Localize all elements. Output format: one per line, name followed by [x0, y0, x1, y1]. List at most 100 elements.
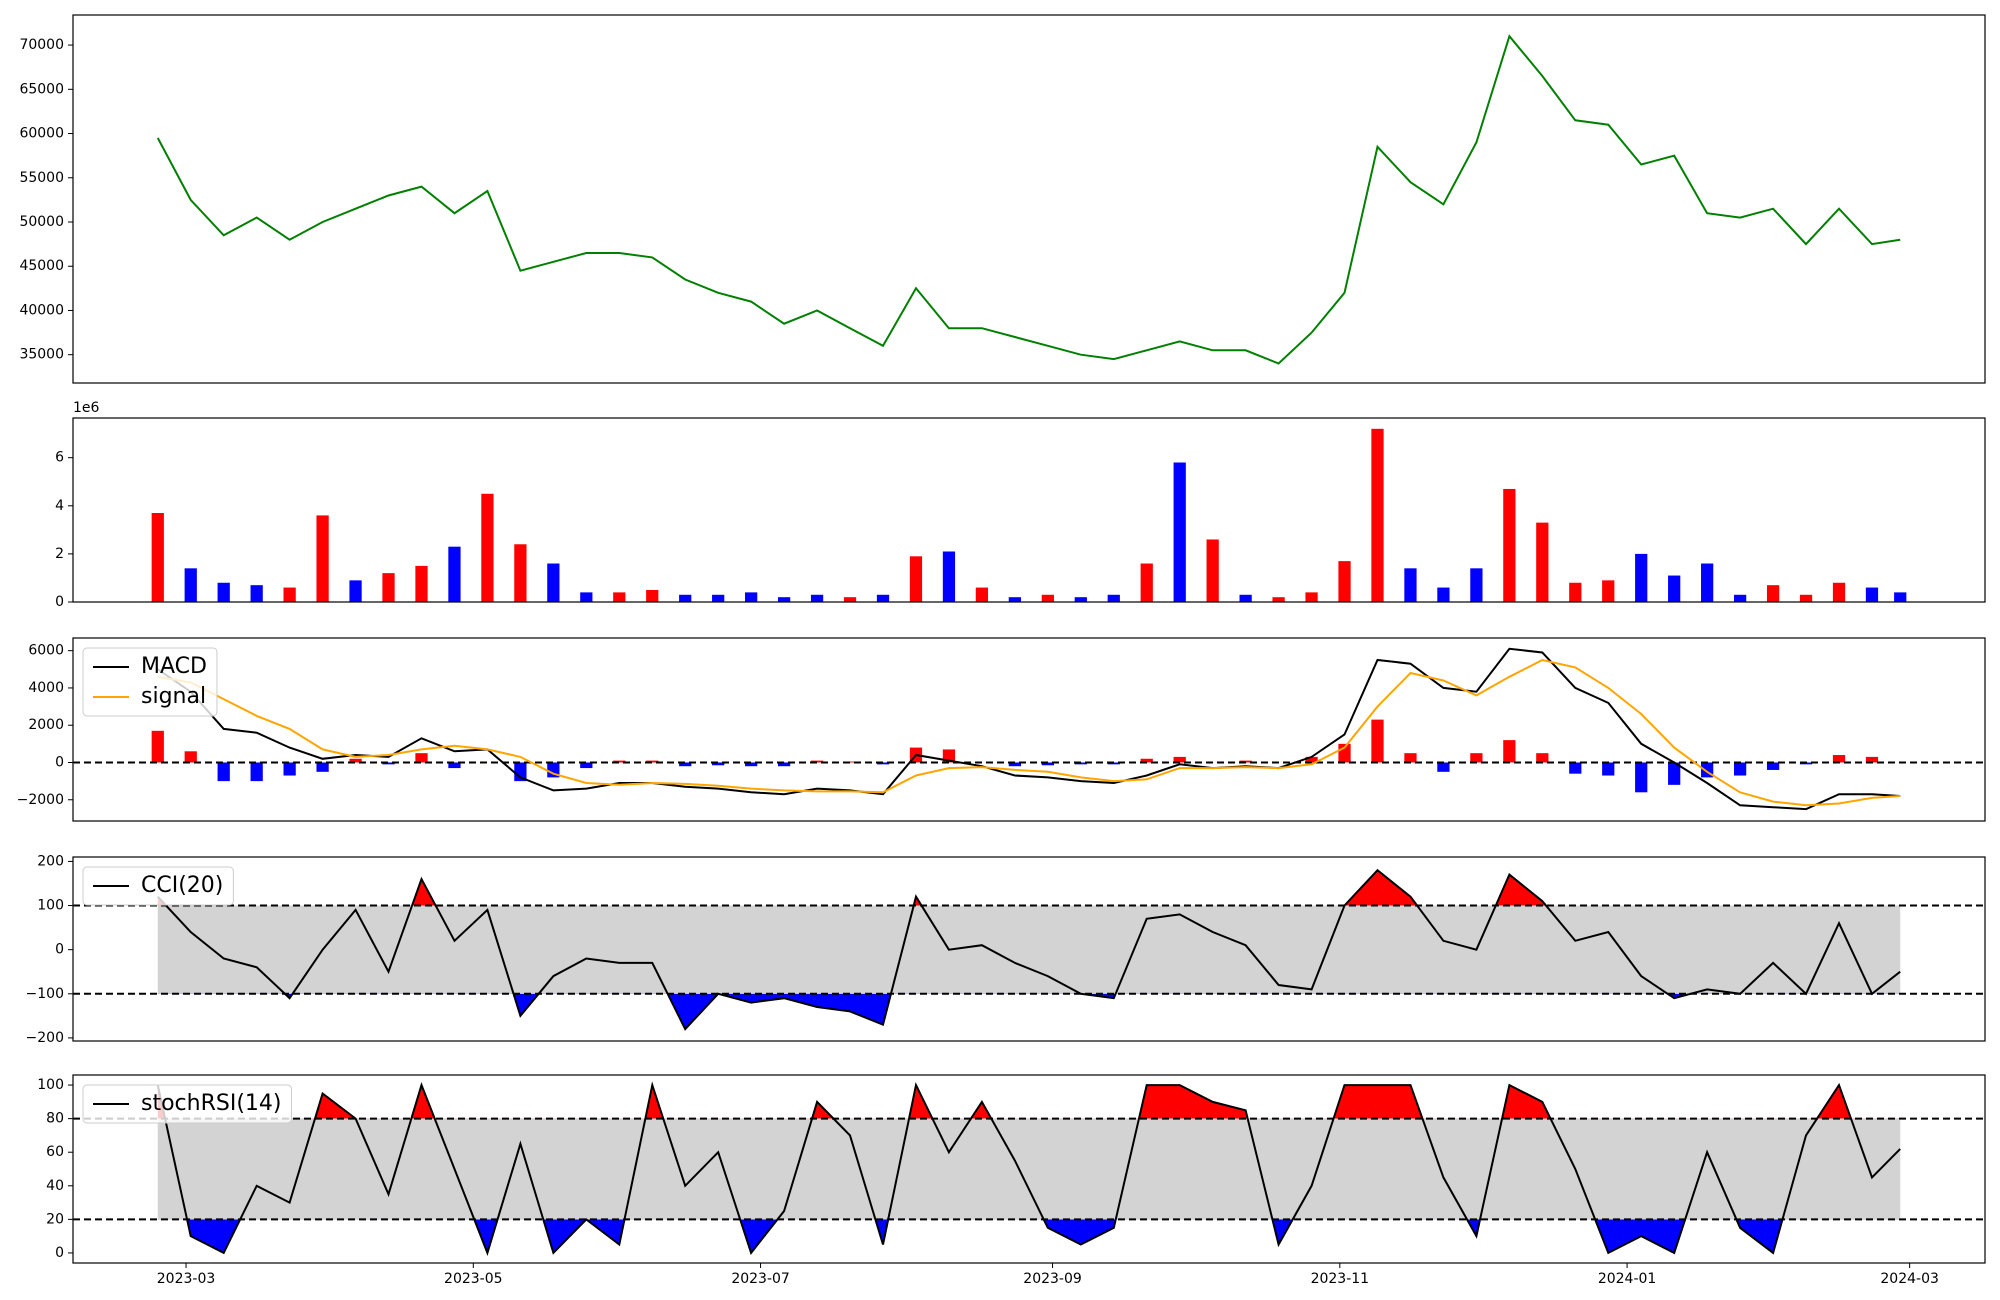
legend: MACD signal: [82, 647, 218, 717]
bar: [1701, 563, 1714, 602]
bar: [613, 592, 626, 602]
bar: [942, 551, 956, 602]
bar: [1437, 762, 1450, 772]
bar: [1503, 740, 1516, 763]
legend-label: CCI(20): [141, 873, 223, 898]
bar: [1140, 563, 1153, 602]
bar: [151, 730, 164, 763]
bar: [777, 597, 791, 602]
bar: [349, 758, 362, 763]
y-tick-label: 45000: [19, 258, 64, 274]
bar: [1470, 568, 1483, 602]
bar: [876, 762, 890, 765]
bar: [1602, 762, 1615, 776]
y-tick-label: 0: [55, 754, 64, 770]
bar: [1832, 755, 1846, 763]
bar: [1536, 753, 1549, 763]
bar: [712, 594, 725, 602]
bar: [1569, 582, 1582, 602]
y-offset-label: 1e6: [73, 400, 100, 416]
legend-label: MACD: [141, 654, 207, 679]
x-tick-label: 2023-09: [1023, 1271, 1082, 1287]
y-tick-label: 0: [55, 594, 64, 610]
bar: [184, 568, 197, 602]
bar: [514, 544, 527, 602]
y-tick-label: 100: [37, 1077, 64, 1093]
line: [157, 647, 1901, 811]
bar: [843, 761, 857, 763]
bar: [1536, 522, 1549, 602]
line: [156, 1081, 1901, 1256]
y-tick-label: −100: [26, 986, 64, 1002]
bar: [1766, 762, 1780, 770]
x-tick-label: 2024-01: [1598, 1271, 1657, 1287]
bar: [448, 546, 461, 602]
y-tick-label: 40000: [19, 302, 64, 318]
bar: [1371, 719, 1384, 763]
bar: [349, 580, 362, 602]
line: [156, 34, 1901, 365]
y-tick-label: 6: [55, 450, 64, 466]
bar: [843, 597, 857, 602]
y-tick-label: 4000: [28, 680, 64, 696]
x-tick-label: 2023-05: [444, 1271, 503, 1287]
bar: [1404, 753, 1417, 763]
bar: [1404, 568, 1417, 602]
x-tick-label: 2023-03: [157, 1271, 216, 1287]
bar: [1668, 575, 1681, 602]
bar: [1041, 594, 1054, 602]
legend-label: stochRSI(14): [141, 1091, 282, 1116]
bar: [1865, 756, 1879, 763]
bar: [1766, 585, 1780, 602]
axes-frame: [72, 637, 1986, 822]
y-tick-label: −2000: [17, 792, 64, 808]
bar: [415, 753, 428, 763]
bar: [382, 762, 395, 765]
bar: [679, 762, 692, 767]
y-tick-label: 2: [55, 546, 64, 562]
bar: [1602, 580, 1615, 602]
bar: [712, 762, 725, 766]
bar: [1074, 597, 1087, 602]
bar: [679, 594, 692, 602]
bar: [514, 762, 527, 782]
legend: stochRSI(14): [82, 1084, 292, 1124]
y-tick-label: 6000: [28, 643, 64, 659]
y-tick-label: 60000: [19, 126, 64, 142]
bar: [646, 589, 659, 602]
y-tick-label: 80: [46, 1111, 64, 1127]
y-tick-label: 65000: [19, 81, 64, 97]
bar: [1635, 553, 1648, 602]
y-tick-label: 0: [55, 1245, 64, 1261]
y-tick-label: 20: [46, 1211, 64, 1227]
bar: [1206, 539, 1219, 602]
line: [157, 658, 1901, 807]
above-fill: [157, 1085, 1901, 1119]
axes-frame: [72, 856, 1986, 1042]
bar: [415, 565, 428, 602]
legend-box: [82, 866, 234, 906]
bar: [1832, 582, 1846, 602]
bar: [580, 592, 593, 602]
bar: [1371, 428, 1384, 602]
bar: [1008, 762, 1021, 767]
axes-frame: [72, 417, 1986, 603]
legend-box: [82, 1084, 292, 1124]
bar: [1437, 587, 1450, 602]
bar: [777, 762, 791, 767]
bar: [1338, 561, 1351, 602]
bar: [1041, 762, 1054, 766]
bar: [1140, 758, 1153, 763]
bar: [580, 762, 593, 769]
x-tick-label: 2024-03: [1880, 1271, 1939, 1287]
bar: [1239, 594, 1252, 602]
bar: [1635, 762, 1648, 793]
x-tick-label: 2023-11: [1311, 1271, 1370, 1287]
bar: [1173, 462, 1186, 602]
reference-band: [157, 1118, 1901, 1220]
y-tick-label: 35000: [19, 347, 64, 363]
bar: [250, 585, 263, 602]
bar: [1569, 762, 1582, 774]
y-tick-label: 40: [46, 1178, 64, 1194]
bar: [745, 762, 758, 767]
